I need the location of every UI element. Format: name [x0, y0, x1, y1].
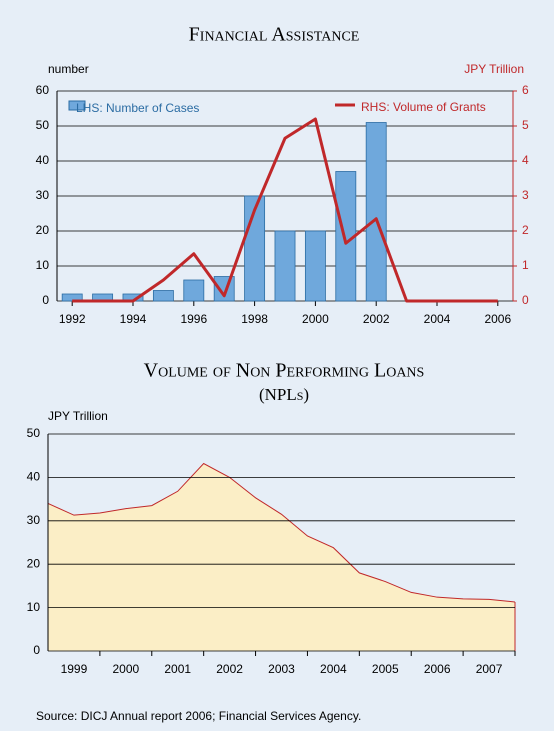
- x-tick-label: 2005: [372, 662, 399, 676]
- y-tick-label: 0: [42, 293, 49, 307]
- area: [48, 463, 515, 651]
- chart-title: Volume of Non Performing Loans: [144, 360, 425, 382]
- y2-tick-label: 4: [522, 153, 529, 167]
- x-tick-label: 1998: [241, 312, 268, 326]
- x-tick-label: 2006: [484, 312, 511, 326]
- y-tick-label: 20: [36, 223, 50, 237]
- legend-label: RHS: Volume of Grants: [361, 100, 486, 114]
- x-tick-label: 2004: [424, 312, 451, 326]
- y2-axis-label: JPY Trillion: [464, 62, 524, 76]
- y-tick-label: 50: [36, 118, 50, 132]
- x-tick-label: 2001: [164, 662, 191, 676]
- y-tick-label: 0: [33, 643, 40, 657]
- x-tick-label: 2004: [320, 662, 347, 676]
- bar: [274, 230, 296, 302]
- x-tick-label: 2003: [268, 662, 295, 676]
- y-tick-label: 10: [36, 258, 50, 272]
- bar: [365, 122, 387, 302]
- y-axis-label: number: [48, 62, 89, 76]
- y-tick-label: 60: [36, 83, 50, 97]
- bar: [304, 230, 326, 302]
- x-tick-label: 2006: [424, 662, 451, 676]
- bar: [152, 290, 174, 302]
- x-tick-label: 1996: [180, 312, 207, 326]
- y-tick-label: 30: [36, 188, 50, 202]
- x-tick-label: 2007: [476, 662, 503, 676]
- area-line: [47, 462, 516, 603]
- line: [72, 117, 498, 303]
- legend-swatch: [68, 100, 86, 111]
- y-tick-label: 40: [27, 470, 41, 484]
- y-tick-label: 40: [36, 153, 50, 167]
- chart-subtitle: (NPLs): [259, 385, 309, 404]
- y2-tick-label: 3: [522, 188, 529, 202]
- x-tick-label: 1992: [59, 312, 86, 326]
- y-tick-label: 10: [27, 600, 41, 614]
- y-tick-label: 50: [27, 426, 41, 440]
- x-tick-label: 2002: [216, 662, 243, 676]
- x-tick-label: 2002: [363, 312, 390, 326]
- y2-tick-label: 1: [522, 258, 529, 272]
- y2-tick-label: 2: [522, 223, 529, 237]
- source-note: Source: DICJ Annual report 2006; Financi…: [36, 709, 361, 723]
- x-tick-label: 2000: [112, 662, 139, 676]
- y-tick-label: 30: [27, 513, 41, 527]
- legend-label: LHS: Number of Cases: [76, 101, 199, 115]
- bar: [183, 279, 205, 302]
- y2-tick-label: 5: [522, 118, 529, 132]
- y-tick-label: 20: [27, 556, 41, 570]
- y-axis-label: JPY Trillion: [48, 409, 108, 423]
- y2-tick-label: 6: [522, 83, 529, 97]
- x-tick-label: 1999: [61, 662, 88, 676]
- x-tick-label: 1994: [120, 312, 147, 326]
- chart-title: Financial Assistance: [189, 24, 360, 46]
- x-tick-label: 2000: [302, 312, 329, 326]
- y2-tick-label: 0: [522, 293, 529, 307]
